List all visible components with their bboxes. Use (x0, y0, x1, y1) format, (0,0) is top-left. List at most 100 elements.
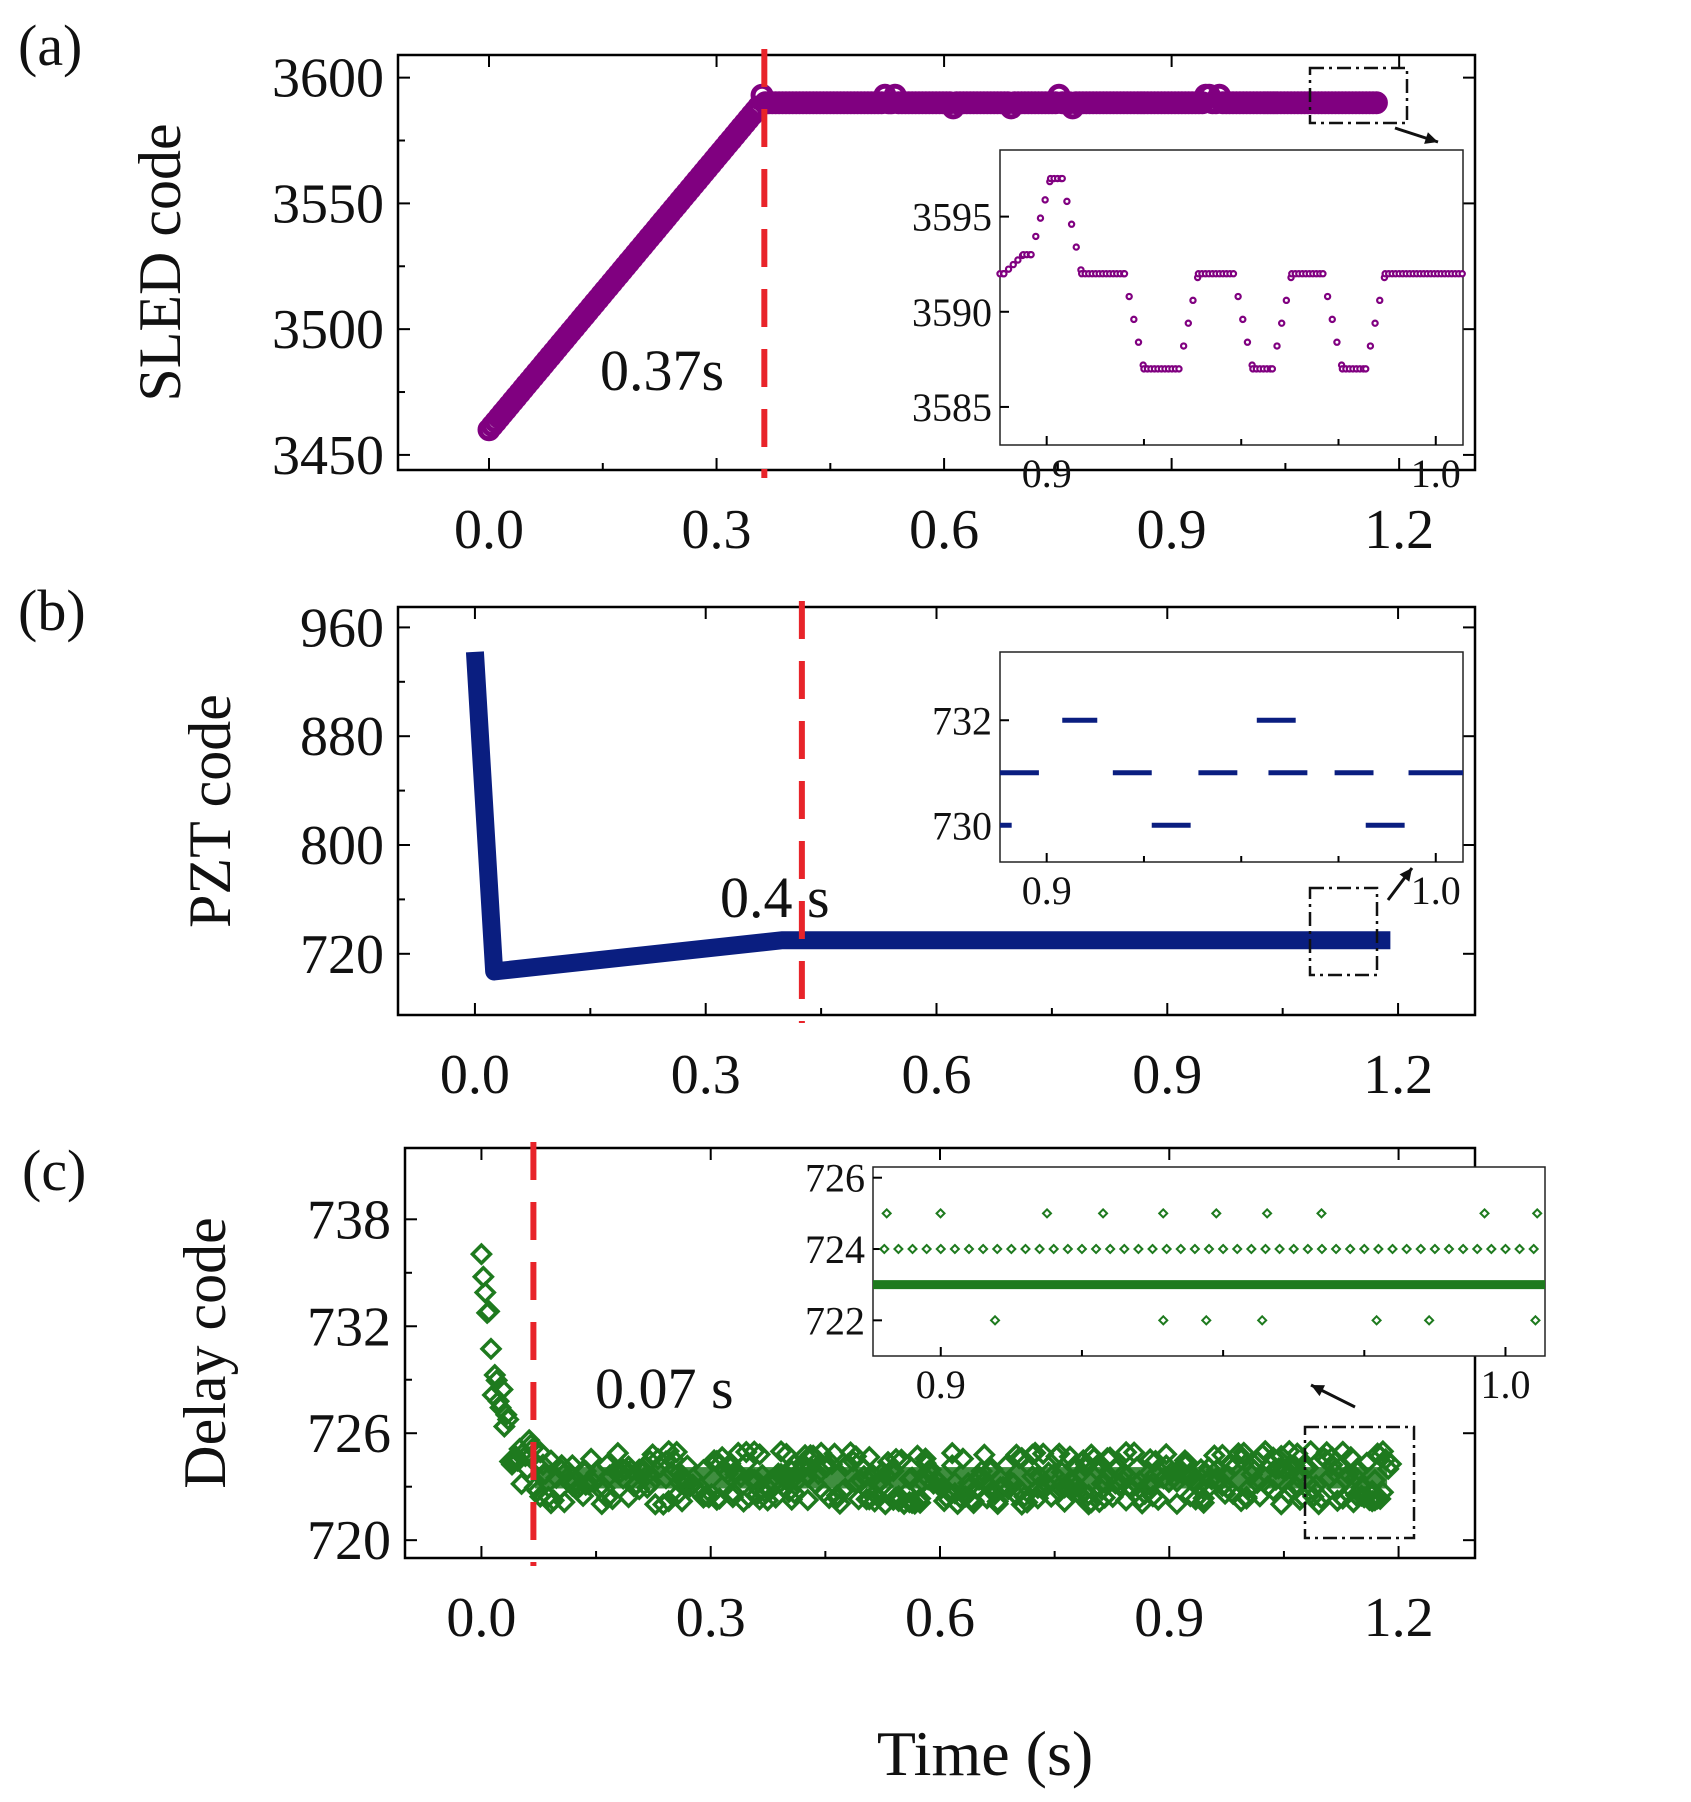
c-data-point (1093, 1486, 1117, 1510)
c-inset-point (1443, 1243, 1455, 1255)
c-data-point (734, 1440, 758, 1464)
b-inset-x-tick-label: 1.0 (1411, 868, 1461, 913)
b-x-tick-label: 0.0 (440, 1044, 510, 1106)
a-inset-point (1184, 319, 1193, 327)
c-inset-point (1161, 1243, 1173, 1255)
c-data-point (665, 1440, 689, 1464)
c-data-point (769, 1439, 793, 1463)
c-data-point (496, 1407, 520, 1431)
c-inset-point (1005, 1243, 1017, 1255)
a-inset-point (1058, 174, 1066, 183)
c-inset-point (1514, 1243, 1526, 1255)
a-x-tick-label: 0.0 (454, 499, 524, 561)
c-data-point (1307, 1492, 1331, 1516)
c-data-point (940, 1441, 964, 1465)
c-inset-point (1316, 1207, 1327, 1219)
a-inset-point (1229, 270, 1238, 278)
c-inset-point (1530, 1314, 1541, 1326)
c-inset-point (1041, 1207, 1053, 1219)
a-inset-point (1282, 296, 1291, 305)
b-x-tick-label: 0.9 (1132, 1044, 1202, 1106)
a-inset-point (1273, 342, 1281, 350)
a-inset-point (1041, 196, 1049, 204)
c-data-point (796, 1488, 820, 1512)
a-inset-point (1366, 342, 1375, 350)
c-data-point (1165, 1492, 1189, 1516)
a-zoom-box (1308, 66, 1409, 125)
c-data-point (485, 1368, 509, 1392)
c-data-point (479, 1337, 503, 1361)
c-inset-point (1457, 1243, 1469, 1255)
c-inset-point (1288, 1243, 1300, 1255)
b-inset-frame (999, 651, 1464, 863)
c-inset-point (1423, 1314, 1435, 1326)
c-data-point (528, 1485, 552, 1509)
c-data-point (1232, 1441, 1256, 1465)
c-inset-point (989, 1314, 1001, 1326)
c-data-point (1023, 1441, 1047, 1465)
c-data-point (670, 1489, 694, 1513)
c-data-point (1309, 1486, 1333, 1510)
c-inset-point (1500, 1243, 1511, 1255)
a-inset-point (1189, 296, 1197, 305)
c-data-point (552, 1490, 576, 1514)
c-inset-point (1485, 1243, 1497, 1255)
c-data-point (606, 1441, 630, 1465)
c-data-point (903, 1492, 927, 1516)
c-inset-point (921, 1243, 933, 1255)
c-inset-point (1372, 1243, 1384, 1255)
c-data-point (1101, 1485, 1125, 1509)
c-data-point (1213, 1482, 1237, 1506)
c-inset: 0.9 1.0 722 724 726 (805, 1156, 1546, 1407)
c-x-tick-label: 0.9 (1134, 1587, 1204, 1649)
a-inset-x-tick-label: 1.0 (1411, 451, 1461, 496)
a-y-tick-label: 3550 (272, 173, 384, 235)
c-data-point (494, 1403, 518, 1427)
c-x-tick-label: 0.3 (676, 1587, 746, 1649)
c-inset-point (1062, 1243, 1074, 1255)
c-inset-point (881, 1207, 893, 1219)
c-data-point (782, 1481, 806, 1505)
a-inset-point (1014, 256, 1022, 264)
c-inset-point (1344, 1243, 1356, 1255)
c-inset-point (977, 1243, 989, 1255)
a-inset-point (1376, 296, 1384, 305)
a-x-tick-label: 0.9 (1137, 499, 1207, 561)
c-inset-point (1231, 1243, 1243, 1255)
c-data-point (651, 1493, 675, 1516)
a-inset-frame (999, 149, 1464, 446)
c-data-point (1015, 1490, 1039, 1514)
a-inset-point (1067, 220, 1076, 228)
c-x-tick-label: 0.6 (905, 1587, 975, 1649)
a-x-tick-label: 0.3 (682, 499, 752, 561)
c-settle-time-annotation: 0.07 s (595, 1356, 734, 1421)
a-inset-point (1268, 365, 1277, 373)
a-inset-point (1371, 319, 1379, 327)
c-inset-point (991, 1243, 1003, 1255)
c-inset-point (1200, 1314, 1212, 1326)
c-inset-point (1104, 1243, 1116, 1255)
a-inset-point (1277, 319, 1286, 327)
a-inset-point (1328, 315, 1336, 324)
a-inset-point (1134, 338, 1143, 346)
a-inset-x-tick-label: 0.9 (1022, 451, 1072, 496)
c-data-point (483, 1363, 507, 1387)
c-inset-y-tick-label: 722 (805, 1298, 865, 1343)
c-inset-point (1415, 1243, 1427, 1255)
c-data-point (1339, 1445, 1363, 1469)
c-data-point (469, 1242, 493, 1266)
c-inset-point (1210, 1207, 1222, 1219)
b-zoom-arrowhead (1399, 868, 1412, 882)
c-data-point (1039, 1485, 1063, 1509)
c-y-tick-label: 738 (307, 1189, 391, 1251)
a-y-tick-label: 3600 (272, 48, 384, 110)
b-panel-label: (b) (18, 578, 86, 643)
a-plot-frame (396, 53, 1477, 472)
c-dense-band (534, 1467, 1388, 1489)
a-inset-y-tick-label: 3585 (912, 385, 992, 430)
a-inset-point (1004, 265, 1013, 273)
a-inset-point (1125, 292, 1133, 301)
c-inset-point (1020, 1243, 1031, 1255)
